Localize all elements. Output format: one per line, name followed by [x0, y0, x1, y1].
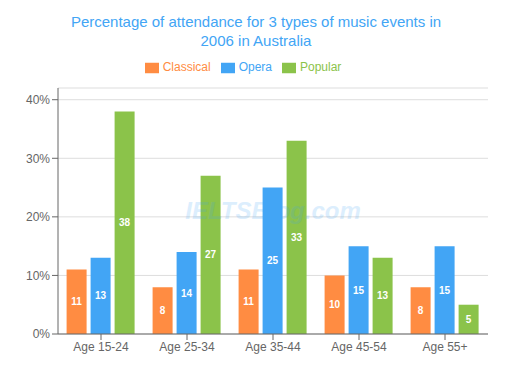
svg-text:10%: 10% — [26, 269, 50, 283]
svg-text:5: 5 — [466, 314, 472, 325]
svg-text:15: 15 — [439, 285, 451, 296]
svg-text:13: 13 — [95, 290, 107, 301]
svg-text:15: 15 — [353, 285, 365, 296]
svg-text:8: 8 — [160, 305, 166, 316]
svg-text:30%: 30% — [26, 152, 50, 166]
svg-text:0%: 0% — [33, 327, 51, 341]
svg-text:8: 8 — [418, 305, 424, 316]
svg-text:38: 38 — [119, 217, 131, 228]
html-text:IELTSBlog.com: IELTSBlog.com — [185, 197, 361, 224]
svg-text:14: 14 — [181, 288, 193, 299]
svg-text:Age 35-44: Age 35-44 — [245, 340, 301, 354]
svg-text:Age 45-54: Age 45-54 — [331, 340, 387, 354]
svg-text:Age 25-34: Age 25-34 — [159, 340, 215, 354]
svg-text:20%: 20% — [26, 210, 50, 224]
html-text:2006 in Australia: 2006 in Australia — [200, 32, 312, 49]
html-text:Classical: Classical — [162, 60, 211, 74]
html-text:Opera: Opera — [238, 60, 272, 74]
svg-text:25: 25 — [267, 255, 279, 266]
svg-text:13: 13 — [377, 290, 389, 301]
svg-text:10: 10 — [329, 299, 341, 310]
svg-text:Age 55+: Age 55+ — [422, 340, 467, 354]
svg-text:33: 33 — [291, 232, 303, 243]
svg-text:Age 15-24: Age 15-24 — [73, 340, 129, 354]
svg-text:40%: 40% — [26, 93, 50, 107]
html-text:Popular: Popular — [300, 60, 342, 74]
svg-text:11: 11 — [243, 296, 254, 307]
html-text:Percentage of attendance for 3: Percentage of attendance for 3 types of … — [70, 13, 442, 30]
svg-text:11: 11 — [71, 296, 82, 307]
svg-text:27: 27 — [205, 249, 217, 260]
